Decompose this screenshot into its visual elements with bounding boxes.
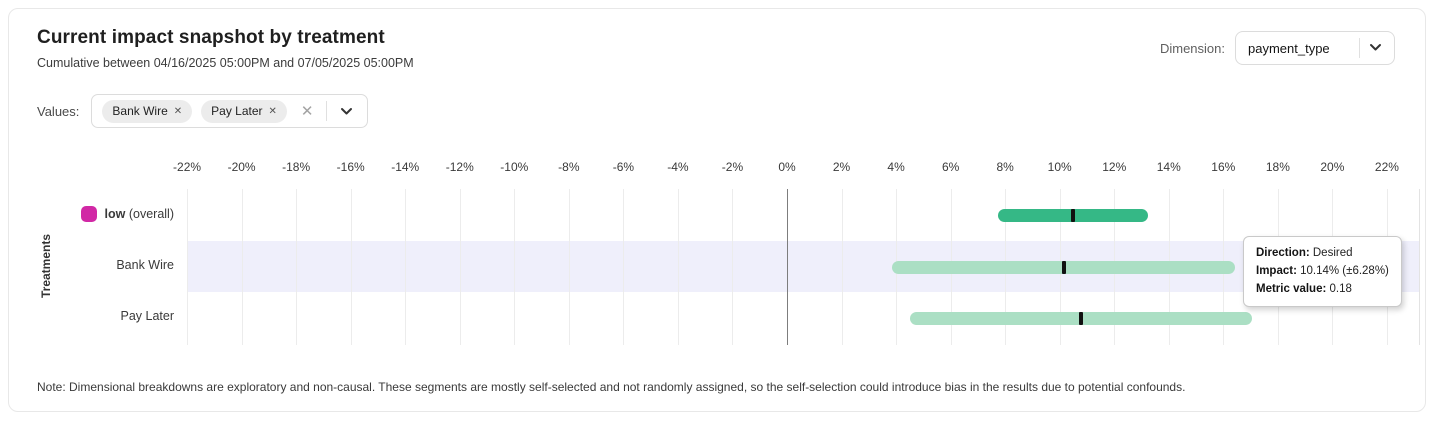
zero-gridline	[787, 189, 788, 345]
header-text: Current impact snapshot by treatment Cum…	[37, 27, 414, 70]
x-axis-tick-label: -4%	[667, 160, 689, 174]
gridline	[677, 189, 679, 345]
footnote: Note: Dimensional breakdowns are explora…	[37, 380, 1186, 394]
gridline	[732, 189, 734, 345]
x-axis-tick-label: -12%	[445, 160, 474, 174]
tooltip-direction: Direction: Desired	[1256, 247, 1353, 259]
dimension-selected-value: payment_type	[1248, 40, 1330, 56]
clear-all-icon[interactable]: ✕	[300, 103, 314, 120]
gridline	[841, 189, 843, 345]
chart-tooltip: Direction: Desired Impact: 10.14% (±6.28…	[1243, 236, 1402, 308]
plot-right-border	[1419, 189, 1420, 345]
gridline	[623, 189, 625, 345]
dimension-control: Dimension: payment_type	[1160, 31, 1395, 65]
treatment-row-label: low (overall)	[9, 206, 174, 222]
date-range-subtitle: Cumulative between 04/16/2025 05:00PM an…	[37, 56, 414, 70]
gridline	[296, 189, 298, 345]
dimension-select[interactable]: payment_type	[1235, 31, 1395, 65]
chip-remove-icon[interactable]: ✕	[173, 105, 183, 117]
x-axis-tick-label: 8%	[996, 160, 1014, 174]
x-axis-tick-label: 16%	[1211, 160, 1236, 174]
x-axis-tick-label: 18%	[1265, 160, 1290, 174]
x-axis-tick-label: -14%	[391, 160, 420, 174]
x-axis-tick-label: 20%	[1320, 160, 1345, 174]
treatment-row-label: Pay Later	[9, 309, 174, 323]
card-header: Current impact snapshot by treatment Cum…	[9, 9, 1425, 70]
x-axis-tick-label: 22%	[1374, 160, 1399, 174]
treatment-name: low (overall)	[104, 207, 174, 221]
values-filter-row: Values: Bank Wire ✕ Pay Later ✕ ✕	[9, 70, 1425, 128]
value-chip-label: Bank Wire	[112, 104, 168, 118]
x-axis-tick-label: 4%	[887, 160, 905, 174]
x-axis-tick-label: -8%	[558, 160, 580, 174]
gridline	[514, 189, 516, 345]
impact-point-tick	[1078, 311, 1083, 325]
x-axis-tick-label: 12%	[1102, 160, 1127, 174]
chip-remove-icon[interactable]: ✕	[268, 105, 277, 117]
treatment-name: Bank Wire	[116, 258, 174, 272]
divider	[1359, 38, 1360, 58]
chevron-down-icon[interactable]	[336, 107, 357, 116]
values-label: Values:	[37, 103, 80, 119]
gridline	[405, 189, 407, 345]
values-multiselect[interactable]: Bank Wire ✕ Pay Later ✕ ✕	[91, 94, 368, 128]
x-axis-tick-label: 2%	[832, 160, 851, 174]
gridline	[350, 189, 352, 345]
x-axis-tick-label: -10%	[500, 160, 529, 174]
x-axis-tick-label: -6%	[612, 160, 635, 174]
x-axis-tick-label: -2%	[721, 160, 744, 174]
gridline	[459, 189, 461, 345]
x-axis-tick-label: 0%	[778, 160, 796, 174]
x-axis-tick-label: -18%	[282, 160, 311, 174]
treatment-row-label: Bank Wire	[9, 258, 174, 272]
chevron-down-icon[interactable]	[1369, 39, 1382, 57]
divider	[325, 101, 327, 121]
x-axis-tick-label: -20%	[227, 160, 256, 174]
page-title: Current impact snapshot by treatment	[37, 27, 385, 48]
value-chip[interactable]: Pay Later ✕	[201, 99, 287, 123]
legend-swatch	[80, 206, 97, 222]
value-chips: Bank Wire ✕ Pay Later ✕	[102, 99, 287, 123]
impact-point-tick	[1061, 260, 1066, 274]
value-chip[interactable]: Bank Wire ✕	[102, 99, 193, 123]
impact-snapshot-card: Current impact snapshot by treatment Cum…	[8, 8, 1426, 412]
treatment-name: Pay Later	[120, 309, 174, 323]
impact-point-tick	[1071, 208, 1076, 222]
impact-chart: Treatments Direction: Desired Impact: 10…	[9, 154, 1425, 354]
x-axis-tick-label: 14%	[1156, 160, 1181, 174]
x-axis-tick-label: 10%	[1047, 160, 1072, 174]
tooltip-impact: Impact: 10.14% (±6.28%)	[1256, 264, 1389, 277]
tooltip-metric-value: Metric value: 0.18	[1256, 282, 1352, 295]
x-axis-tick-label: 6%	[941, 160, 960, 174]
gridline	[187, 189, 189, 345]
dimension-label: Dimension:	[1159, 40, 1225, 56]
x-axis-tick-label: -22%	[173, 160, 202, 174]
x-axis-tick-label: -16%	[336, 160, 365, 174]
gridline	[241, 189, 243, 345]
gridline	[568, 189, 570, 345]
value-chip-label: Pay Later	[211, 104, 263, 118]
